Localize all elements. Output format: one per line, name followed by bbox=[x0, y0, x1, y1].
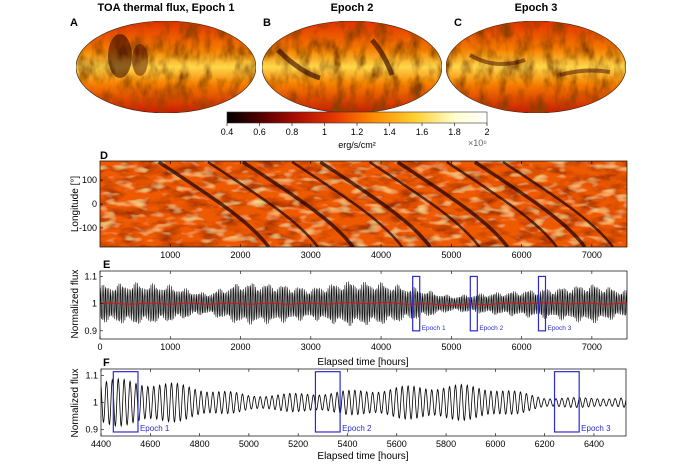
panel-f-ylabel: Normalized flux bbox=[70, 369, 81, 438]
panel-e-epoch-box bbox=[412, 275, 421, 332]
colorbar-tick-label: 2 bbox=[484, 127, 489, 137]
colorbar-tick-label: 1.8 bbox=[448, 127, 461, 137]
colorbar-tick-label: 1.6 bbox=[416, 127, 429, 137]
panel-f-ytick-label: 0.9 bbox=[85, 424, 98, 434]
panel-f-xtick-label: 6000 bbox=[485, 439, 505, 449]
panel-f-ytick-label: 1 bbox=[93, 398, 98, 408]
panel-d-ytick-label: 100 bbox=[82, 175, 97, 185]
panel-e-xtick-label: 0 bbox=[97, 342, 102, 352]
panel-e-xtick-label: 6000 bbox=[512, 342, 532, 352]
colorbar-tick-label: 1.4 bbox=[383, 127, 396, 137]
panel-e-ytick-label: 0.9 bbox=[84, 326, 97, 336]
panel-e-epoch-box bbox=[537, 275, 547, 332]
colorbar-exponent: ×10⁶ bbox=[468, 138, 487, 148]
panel-f-xtick-label: 6400 bbox=[584, 439, 604, 449]
map-title-epoch2: Epoch 2 bbox=[331, 2, 374, 14]
heatmap-dark-streak bbox=[473, 161, 587, 247]
colorbar-tick-label: 1.2 bbox=[351, 127, 364, 137]
panel-e-xtick-label: 4000 bbox=[371, 342, 391, 352]
panel-e-epoch-label: Epoch 2 bbox=[479, 325, 503, 332]
panel-f-epoch-label: Epoch 2 bbox=[342, 424, 372, 433]
panel-f-xtick-label: 5800 bbox=[436, 439, 456, 449]
panel-d-xtick-label: 2000 bbox=[231, 250, 251, 260]
heatmap-dark-streak bbox=[157, 161, 271, 247]
panel-e-xtick-label: 2000 bbox=[231, 342, 251, 352]
map-epoch-1 bbox=[75, 20, 257, 114]
panel-letter-c: C bbox=[454, 17, 462, 29]
map-epoch-2 bbox=[261, 20, 443, 114]
panel-e-ylabel: Normalized flux bbox=[70, 270, 81, 339]
panel-e-epoch-box bbox=[469, 275, 478, 332]
panel-f-xtick-label: 5600 bbox=[387, 439, 407, 449]
panel-f-epoch-box bbox=[553, 371, 580, 433]
panel-d-xtick-label: 5000 bbox=[441, 250, 461, 260]
panel-letter-f: F bbox=[103, 357, 110, 369]
heatmap-dark-streak bbox=[319, 161, 432, 247]
colorbar-tick-label: 0.8 bbox=[286, 127, 299, 137]
colorbar-tick-label: 1 bbox=[322, 127, 327, 137]
panel-f-epoch-box bbox=[112, 371, 139, 433]
panel-e-xtick-label: 3000 bbox=[301, 342, 321, 352]
panel-f-xtick-label: 4600 bbox=[140, 439, 160, 449]
panel-e-xtick-label: 7000 bbox=[582, 342, 602, 352]
colorbar-tick-label: 0.6 bbox=[253, 127, 266, 137]
panel-letter-d: D bbox=[100, 150, 108, 162]
panel-f-epoch-label: Epoch 3 bbox=[581, 424, 611, 433]
longitude-heatmap bbox=[99, 160, 628, 248]
heatmap-dark-streak bbox=[291, 161, 404, 247]
series-f-flux bbox=[101, 377, 626, 428]
heatmap-dark-streak bbox=[396, 161, 509, 247]
panel-d-ytick-label: 0 bbox=[92, 199, 97, 209]
series-e-flux bbox=[100, 281, 627, 326]
series-e-smoothed bbox=[100, 301, 627, 306]
heatmap-dark-streak bbox=[446, 161, 558, 247]
panel-letter-b: B bbox=[263, 17, 271, 29]
panel-d-ylabel: Longitude [°] bbox=[70, 176, 81, 232]
panel-f-xlabel: Elapsed time [hours] bbox=[317, 451, 408, 462]
panel-f-xtick-label: 5000 bbox=[239, 439, 259, 449]
panel-d-xtick-label: 3000 bbox=[301, 250, 321, 260]
panel-f-epoch-label: Epoch 1 bbox=[140, 424, 170, 433]
heatmap-dark-streak bbox=[502, 161, 614, 247]
panel-d-xtick-label: 6000 bbox=[512, 250, 532, 260]
panel-letter-e: E bbox=[103, 259, 110, 271]
panel-f-frame bbox=[100, 368, 627, 437]
panel-e-ytick-label: 1.1 bbox=[84, 271, 97, 281]
heatmap-dark-streak bbox=[207, 161, 319, 247]
map-epoch-3 bbox=[445, 20, 627, 114]
panel-f-epoch-box bbox=[314, 371, 341, 433]
panel-d-ytick-label: -100 bbox=[79, 223, 97, 233]
heatmap-dark-streak bbox=[368, 161, 481, 247]
heatmap-dark-streak bbox=[241, 161, 355, 247]
panel-letter-a: A bbox=[70, 17, 78, 29]
panel-d-xtick-label: 4000 bbox=[371, 250, 391, 260]
panel-f-xtick-label: 4400 bbox=[91, 439, 111, 449]
map-title-epoch1: TOA thermal flux, Epoch 1 bbox=[98, 2, 235, 14]
panel-f-xtick-label: 6200 bbox=[535, 439, 555, 449]
colorbar: 0.4 0.6 0.8 1 1.2 1.4 1.6 1.8 2 erg/s/cm² ×10⁶ bbox=[221, 111, 490, 150]
colorbar-tick-label: 0.4 bbox=[221, 127, 234, 137]
map-title-epoch3: Epoch 3 bbox=[515, 2, 558, 14]
panel-e-epoch-label: Epoch 1 bbox=[422, 325, 446, 332]
panel-e-epoch-label: Epoch 3 bbox=[547, 325, 571, 332]
panel-f-xtick-label: 4800 bbox=[190, 439, 210, 449]
colorbar-label: erg/s/cm² bbox=[338, 140, 376, 150]
panel-d-xtick-label: 7000 bbox=[582, 250, 602, 260]
panel-e-ytick-label: 1 bbox=[92, 299, 97, 309]
panel-e-xtick-label: 5000 bbox=[441, 342, 461, 352]
panel-f-xtick-label: 5200 bbox=[288, 439, 308, 449]
panel-f-ytick-label: 1.1 bbox=[85, 371, 98, 381]
panel-d-xtick-label: 1000 bbox=[160, 250, 180, 260]
panel-e-xlabel: Elapsed time [hours] bbox=[317, 357, 408, 368]
panel-e-xtick-label: 1000 bbox=[160, 342, 180, 352]
panel-f-xtick-label: 5400 bbox=[337, 439, 357, 449]
